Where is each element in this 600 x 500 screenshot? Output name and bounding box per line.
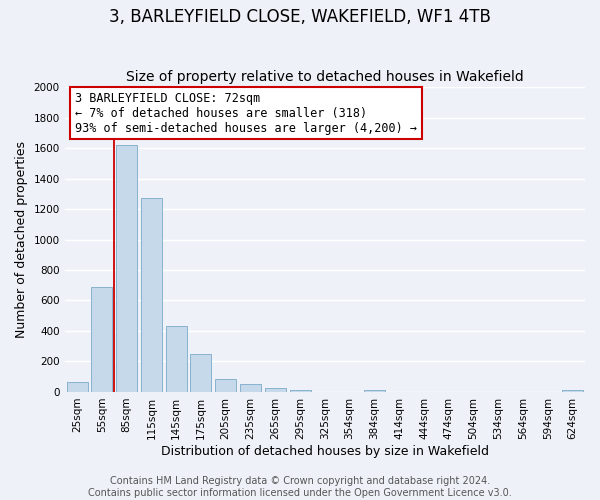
Text: Contains HM Land Registry data © Crown copyright and database right 2024.
Contai: Contains HM Land Registry data © Crown c… xyxy=(88,476,512,498)
Title: Size of property relative to detached houses in Wakefield: Size of property relative to detached ho… xyxy=(126,70,524,85)
Bar xyxy=(67,382,88,392)
Bar xyxy=(190,354,211,392)
Bar xyxy=(290,390,311,392)
X-axis label: Distribution of detached houses by size in Wakefield: Distribution of detached houses by size … xyxy=(161,444,489,458)
Bar xyxy=(240,384,261,392)
Bar xyxy=(265,388,286,392)
Y-axis label: Number of detached properties: Number of detached properties xyxy=(15,141,28,338)
Bar xyxy=(562,390,583,392)
Bar xyxy=(141,198,162,392)
Bar xyxy=(91,287,112,392)
Text: 3 BARLEYFIELD CLOSE: 72sqm
← 7% of detached houses are smaller (318)
93% of semi: 3 BARLEYFIELD CLOSE: 72sqm ← 7% of detac… xyxy=(75,92,417,134)
Bar xyxy=(215,378,236,392)
Bar xyxy=(166,326,187,392)
Bar xyxy=(116,145,137,392)
Text: 3, BARLEYFIELD CLOSE, WAKEFIELD, WF1 4TB: 3, BARLEYFIELD CLOSE, WAKEFIELD, WF1 4TB xyxy=(109,8,491,26)
Bar xyxy=(364,390,385,392)
